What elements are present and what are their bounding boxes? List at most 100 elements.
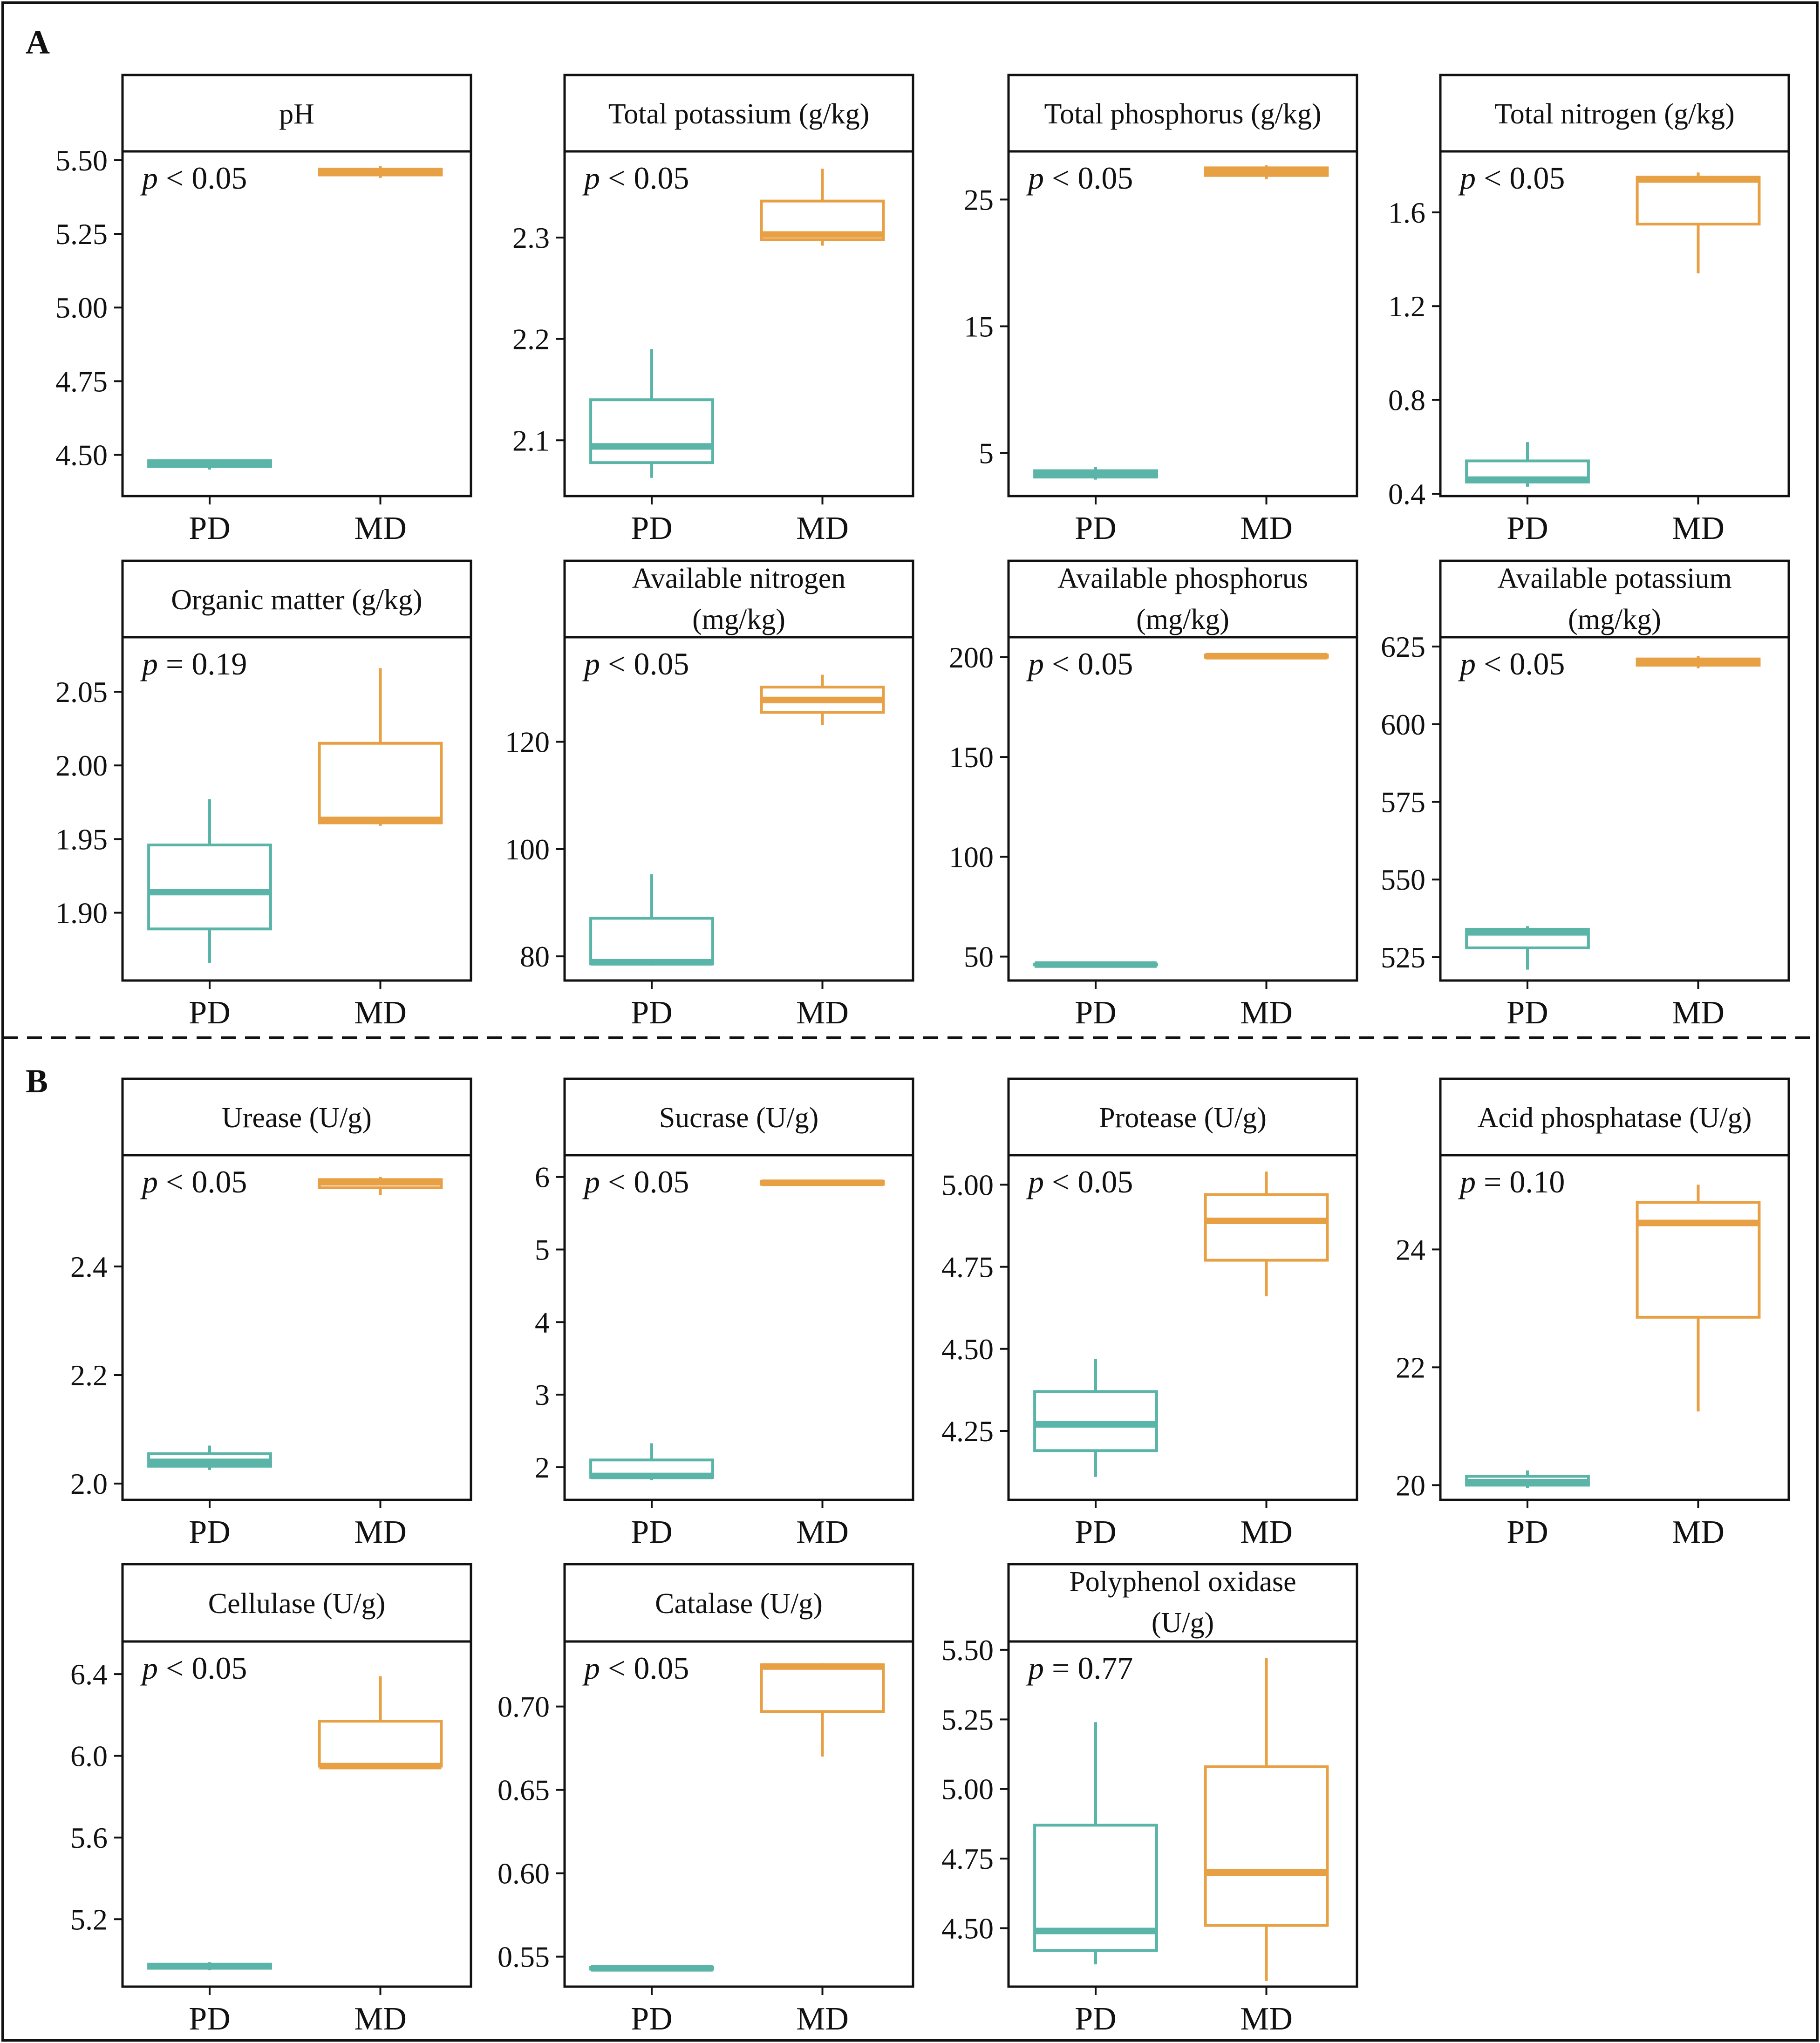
panel-title: Acid phosphatase (U/g)	[1478, 1102, 1752, 1134]
panel-title: Total potassium (g/kg)	[608, 98, 869, 130]
box-pd	[1033, 1722, 1158, 1965]
panel-header	[1007, 1563, 1358, 1643]
x-tick-label-md: MD	[1240, 1514, 1293, 1550]
y-tick-label: 80	[520, 940, 550, 973]
p-value-label: p < 0.05	[140, 1650, 247, 1686]
plot-frame	[563, 1640, 914, 1988]
y-tick-label: 2.00	[55, 749, 108, 782]
panel-sucrase-u-g: Sucrase (U/g) 2 3 4 5 6 p < 0.05 PD MD	[535, 1077, 914, 1550]
panel-header	[121, 74, 472, 153]
x-tick-label-pd: PD	[631, 995, 672, 1031]
panel-header	[1007, 74, 1358, 153]
y-tick-label: 6	[535, 1161, 550, 1194]
panel-header	[563, 74, 914, 153]
box-iqr	[1636, 176, 1761, 226]
x-tick-label-md: MD	[354, 511, 407, 546]
y-tick-label: 5.00	[941, 1773, 994, 1806]
x-tick-label-pd: PD	[189, 511, 230, 546]
y-tick-label: 6.0	[70, 1740, 108, 1773]
y-tick-label: 2.05	[55, 675, 108, 708]
panel-header	[1007, 1077, 1358, 1157]
y-tick-label: 5	[979, 437, 994, 470]
box-md	[318, 1676, 443, 1770]
panel-title: Available nitrogen	[632, 563, 846, 594]
x-tick-label-pd: PD	[631, 2001, 672, 2037]
box-iqr	[1636, 1201, 1761, 1319]
box-pd	[147, 799, 272, 963]
plot-frame	[563, 1154, 914, 1501]
x-tick-label-md: MD	[1672, 995, 1725, 1031]
box-pd	[1465, 1470, 1590, 1488]
y-tick-label: 0.70	[498, 1690, 550, 1723]
box-iqr	[1204, 1193, 1329, 1262]
box-pd	[589, 1443, 714, 1480]
box-pd	[1033, 1358, 1158, 1477]
plot-frame	[1007, 636, 1358, 982]
y-tick-label: 4	[535, 1306, 550, 1339]
y-tick-label: 50	[964, 940, 994, 974]
panel-polyphenol-oxidase-u-g: Polyphenol oxidase (U/g) 4.50 4.75 5.00 5.25 5…	[941, 1563, 1358, 2037]
y-tick-label: 2.0	[70, 1467, 108, 1500]
y-tick-label: 4.50	[55, 438, 108, 471]
p-value-label: p < 0.05	[582, 160, 689, 196]
y-tick-label: 120	[505, 726, 550, 759]
y-tick-label: 5.25	[55, 218, 108, 251]
x-tick-label-pd: PD	[1506, 995, 1548, 1031]
panel-total-phosphorus-g-kg: Total phosphorus (g/kg) 5 15 25 p < 0.05 PD MD	[964, 74, 1358, 546]
plot-frame	[121, 1640, 472, 1988]
y-tick-label: 150	[949, 741, 994, 774]
box-pd	[147, 1445, 272, 1470]
plot-frame	[1439, 636, 1790, 982]
y-tick-label: 4.50	[941, 1912, 994, 1945]
p-value-label: p < 0.05	[1026, 1164, 1133, 1199]
x-tick-label-pd: PD	[1075, 995, 1116, 1031]
y-tick-label: 2.1	[512, 424, 550, 457]
x-tick-label-md: MD	[1672, 1514, 1725, 1550]
panel-title: Available potassium	[1497, 563, 1731, 594]
x-tick-label-md: MD	[1240, 995, 1293, 1031]
plot-frame	[563, 636, 914, 982]
panel-total-potassium-g-kg: Total potassium (g/kg) 2.1 2.2 2.3 p < 0.05 P…	[512, 74, 914, 546]
y-tick-label: 5.6	[70, 1821, 108, 1854]
y-tick-label: 2.3	[512, 221, 550, 254]
y-tick-label: 5.00	[941, 1168, 994, 1201]
p-value-label: p < 0.05	[1026, 646, 1133, 681]
panel-header	[121, 1077, 472, 1157]
panel-title: (mg/kg)	[692, 604, 785, 635]
y-tick-label: 4.75	[941, 1251, 994, 1284]
x-tick-label-md: MD	[796, 995, 849, 1031]
x-tick-label-pd: PD	[1506, 1514, 1548, 1550]
p-value-label: p < 0.05	[582, 646, 689, 681]
p-value-label: p < 0.05	[1458, 160, 1565, 196]
y-tick-label: 2	[535, 1451, 550, 1484]
x-tick-label-pd: PD	[189, 995, 230, 1031]
panel-title: Sucrase (U/g)	[659, 1102, 819, 1134]
panel-header	[121, 559, 472, 639]
y-tick-label: 5.25	[941, 1703, 994, 1736]
p-value-label: p = 0.77	[1026, 1650, 1133, 1686]
panel-header	[563, 1563, 914, 1643]
panel-organic-matter-g-kg: Organic matter (g/kg) 1.90 1.95 2.00 2.05 p =…	[55, 559, 472, 1031]
box-md	[760, 674, 885, 725]
p-value-label: p < 0.05	[582, 1164, 689, 1199]
y-tick-label: 25	[964, 183, 994, 216]
y-tick-label: 600	[1381, 708, 1425, 741]
box-md	[318, 668, 443, 826]
box-md	[1636, 656, 1761, 668]
panel-title: Urease (U/g)	[222, 1102, 372, 1134]
x-tick-label-md: MD	[354, 2001, 407, 2037]
x-tick-label-md: MD	[354, 995, 407, 1031]
y-tick-label: 0.65	[498, 1774, 550, 1807]
plot-frame	[121, 150, 472, 497]
panel-title: Catalase (U/g)	[655, 1588, 823, 1620]
box-md	[1204, 1171, 1329, 1297]
box-pd	[147, 1962, 272, 1970]
box-iqr	[1033, 1390, 1158, 1452]
box-md	[1636, 1185, 1761, 1412]
p-value-label: p = 0.19	[140, 646, 247, 681]
panel-title: (mg/kg)	[1568, 604, 1661, 635]
panel-available-phosphorus-mg-kg: Available phosphorus (mg/kg) 50 100 150 200 p …	[949, 559, 1358, 1031]
plot-frame	[1007, 150, 1358, 497]
y-tick-label: 0.8	[1388, 384, 1425, 417]
